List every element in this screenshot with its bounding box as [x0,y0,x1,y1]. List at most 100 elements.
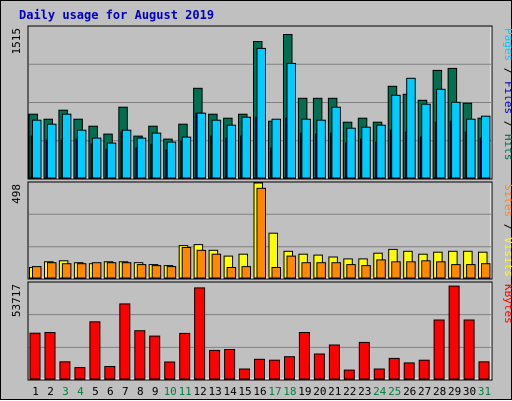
panel-top-legend-label: Pages / Files / Hits [502,28,512,161]
x-tick-label-day-7: 7 [122,385,129,398]
legend-part: Files [502,81,512,114]
bar-kbytes-day-27 [418,359,430,380]
bar-pages-day-20 [316,119,326,179]
x-tick-label-day-12: 12 [193,385,206,398]
bar-kbytes-day-28 [433,319,445,380]
bar-kbytes-day-26 [403,362,415,380]
x-tick-label-day-2: 2 [47,385,54,398]
bar-sites-day-18 [286,255,296,279]
bar-pages-day-19 [301,118,311,179]
bar-sites-day-21 [331,262,341,279]
x-tick-label-day-19: 19 [298,385,311,398]
bar-pages-day-1 [32,119,42,179]
bar-sites-day-5 [91,262,102,279]
bar-kbytes-day-8 [134,330,146,380]
bar-pages-day-23 [361,126,371,179]
bar-kbytes-day-10 [164,361,176,380]
x-tick-label-day-24: 24 [373,385,387,398]
bar-pages-day-2 [47,123,57,179]
x-tick-label-day-20: 20 [313,385,326,398]
panel-mid-legend-label: Sites / Visits [502,184,512,277]
legend-part: / [502,217,512,237]
bar-kbytes-day-29 [448,285,460,380]
bar-pages-day-3 [61,113,72,179]
bar-sites-day-9 [151,265,162,279]
x-tick-label-day-1: 1 [32,385,39,398]
bar-pages-day-8 [136,137,147,179]
x-tick-label-day-6: 6 [107,385,114,398]
x-tick-label-day-23: 23 [358,385,371,398]
bar-sites-day-14 [226,267,237,279]
x-tick-label-day-14: 14 [223,385,237,398]
bar-kbytes-day-16 [254,358,265,380]
bar-sites-day-3 [61,263,72,279]
bar-kbytes-day-2 [44,332,56,380]
bar-pages-day-25 [391,94,401,179]
x-tick-label-day-18: 18 [283,385,296,398]
bar-pages-day-15 [241,116,251,179]
legend-part: Visits [502,237,512,277]
bar-pages-day-31 [481,115,491,179]
x-tick-label-day-31: 31 [478,385,491,398]
bar-sites-day-10 [166,266,177,279]
bar-kbytes-day-25 [388,357,400,380]
bar-kbytes-day-7 [119,303,131,380]
bar-sites-day-20 [316,262,326,279]
bar-sites-day-1 [32,266,42,279]
bar-sites-day-6 [106,262,117,279]
bar-sites-day-19 [301,262,311,279]
bar-sites-day-27 [421,260,431,279]
legend-part: Hits [502,134,512,161]
bar-kbytes-day-11 [179,332,191,380]
bar-pages-day-18 [286,62,296,179]
bar-pages-day-21 [331,106,341,179]
x-tick-label-day-28: 28 [433,385,446,398]
bar-sites-day-31 [481,263,491,279]
bar-sites-day-2 [47,262,57,279]
bar-pages-day-4 [76,129,87,179]
x-tick-label-day-8: 8 [137,385,144,398]
bar-sites-day-16 [256,187,266,279]
x-tick-label-day-22: 22 [343,385,356,398]
chart-title: Daily usage for August 2019 [19,8,215,22]
bar-pages-day-30 [466,118,476,179]
bar-kbytes-day-21 [328,344,340,380]
bar-kbytes-day-20 [313,353,325,380]
x-tick-label-day-11: 11 [179,385,192,398]
x-tick-label-day-3: 3 [62,385,69,398]
bar-sites-day-17 [271,267,281,279]
legend-part: KBytes [502,284,512,324]
bar-kbytes-day-15 [239,368,250,380]
bar-pages-day-22 [346,127,356,179]
bar-kbytes-day-17 [269,359,280,380]
bar-kbytes-day-1 [29,332,41,380]
bar-kbytes-day-31 [478,361,490,380]
bar-sites-day-23 [361,265,371,279]
x-tick-label-day-16: 16 [253,385,266,398]
legend-part: Sites [502,184,512,217]
bar-sites-day-7 [121,262,132,279]
bar-pages-day-16 [256,47,266,179]
x-tick-label-day-21: 21 [328,385,341,398]
bar-sites-day-12 [196,249,207,279]
bar-sites-day-13 [211,253,222,279]
bar-kbytes-day-14 [224,349,236,380]
x-tick-label-day-27: 27 [418,385,431,398]
bar-kbytes-day-19 [298,332,310,380]
x-tick-label-day-17: 17 [268,385,281,398]
x-tick-label-day-30: 30 [463,385,476,398]
x-tick-label-day-5: 5 [92,385,99,398]
x-tick-label-day-15: 15 [238,385,251,398]
bar-kbytes-day-5 [89,321,101,380]
bar-kbytes-day-23 [358,341,370,380]
bar-pages-day-9 [151,132,162,179]
x-tick-label-day-9: 9 [152,385,159,398]
bar-pages-day-26 [406,77,416,179]
bar-sites-day-30 [466,264,476,279]
bar-pages-day-29 [451,101,461,179]
panel-top-ymax-label: 1515 [10,28,23,55]
bar-pages-day-24 [376,124,386,179]
bar-pages-day-6 [106,142,117,179]
legend-part: / [502,114,512,134]
